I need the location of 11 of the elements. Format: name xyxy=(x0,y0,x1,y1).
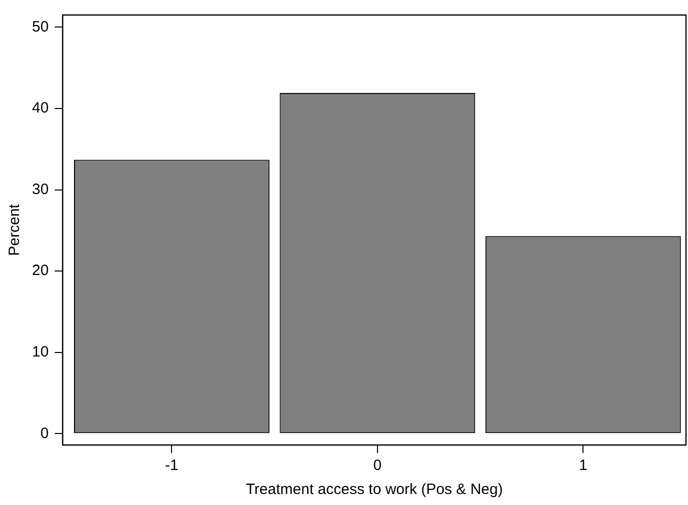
y-tick-label: 20 xyxy=(32,262,49,280)
y-tick-label: 30 xyxy=(32,180,49,198)
y-tick-label: 40 xyxy=(32,100,49,117)
y-tick-label: 50 xyxy=(32,18,49,36)
y-tick-label: 10 xyxy=(32,343,49,360)
y-tick-label: 0 xyxy=(40,424,49,442)
x-tick-label: 0 xyxy=(373,457,382,474)
x-tick-label: -1 xyxy=(165,457,178,474)
x-axis-title: Treatment access to work (Pos & Neg) xyxy=(246,481,503,498)
y-axis-title: Percent xyxy=(6,203,24,256)
x-tick-label: 1 xyxy=(578,457,588,474)
